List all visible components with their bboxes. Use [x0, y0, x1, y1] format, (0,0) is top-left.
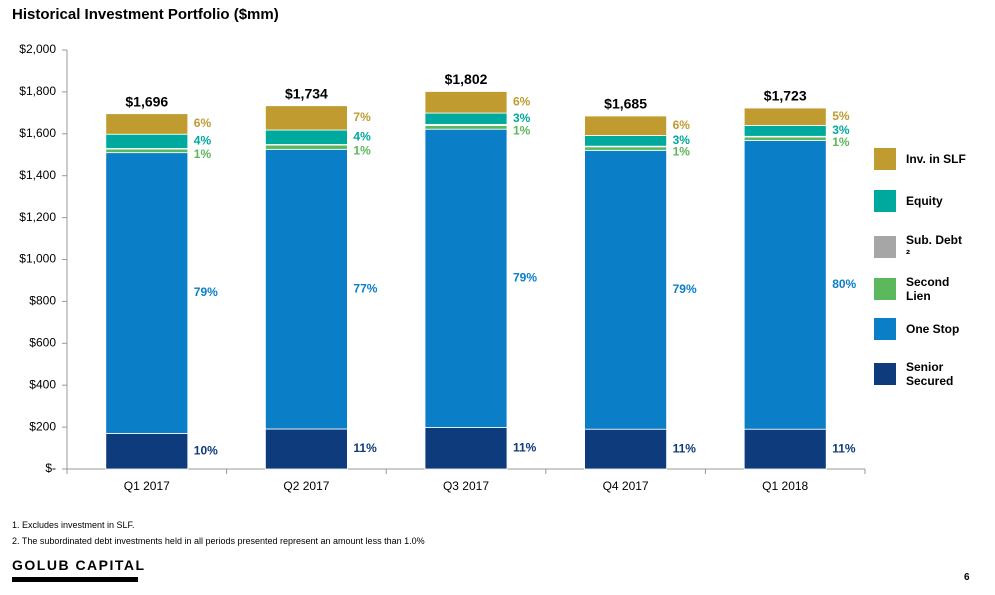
bar-segment	[424, 112, 508, 125]
value-label: 7%	[353, 110, 371, 124]
bar-segment	[584, 135, 667, 147]
footnote: 2. The subordinated debt investments hel…	[12, 536, 425, 546]
value-label: 1%	[673, 145, 691, 159]
bar-segment	[743, 125, 827, 137]
bar-segment	[743, 140, 827, 430]
x-tick-label: Q1 2017	[124, 479, 170, 493]
value-label: 3%	[673, 133, 691, 147]
value-label: 79%	[194, 285, 218, 299]
y-tick-label: $1,000	[19, 252, 56, 266]
legend-item: Second Lien	[874, 275, 968, 303]
y-tick-label: $800	[29, 294, 56, 308]
bar-segment	[584, 428, 667, 470]
value-label: 79%	[673, 282, 697, 296]
bar-segment	[584, 149, 667, 430]
legend-label: Second Lien	[906, 275, 950, 304]
legend-swatch	[874, 317, 896, 340]
bar-segment	[105, 152, 189, 434]
y-tick-label: $1,600	[19, 126, 56, 140]
bar-segment	[424, 427, 508, 470]
bar-segment	[264, 105, 348, 131]
legend-label: Equity	[906, 194, 943, 209]
y-tick-label: $2,000	[19, 42, 56, 56]
footnotes: 1. Excludes investment in SLF. 2. The su…	[12, 517, 425, 549]
bar-segment	[424, 91, 508, 114]
legend-item: Sub. Debt ²	[874, 233, 968, 261]
value-label: 79%	[513, 271, 537, 285]
bar-segment	[105, 432, 189, 470]
x-tick-label: Q1 2018	[762, 479, 808, 493]
value-label: 11%	[673, 441, 697, 455]
value-label: 11%	[513, 440, 537, 454]
x-tick-label: Q2 2017	[283, 479, 329, 493]
y-tick-label: $400	[29, 377, 56, 391]
y-tick-label: $1,200	[19, 210, 56, 224]
value-label: 11%	[353, 441, 377, 455]
brand-bar	[12, 577, 138, 582]
chart-title: Historical Investment Portfolio ($mm)	[12, 6, 279, 23]
value-label: 10%	[194, 443, 218, 457]
bar-segment	[584, 146, 667, 151]
bar-segment	[424, 125, 508, 130]
value-label: 1%	[832, 135, 850, 149]
total-label: $1,685	[604, 96, 647, 112]
legend-item: Inv. in SLF	[874, 148, 968, 170]
value-label: 6%	[513, 94, 531, 108]
value-label: 6%	[673, 118, 691, 132]
y-tick-label: $200	[29, 419, 56, 433]
value-label: 3%	[513, 111, 531, 125]
y-tick-label: $1,800	[19, 84, 56, 98]
value-label: 4%	[194, 134, 212, 148]
value-label: 1%	[513, 123, 531, 137]
bar-segment	[264, 144, 348, 150]
bar-segment	[264, 129, 348, 145]
y-tick-label: $-	[45, 461, 56, 475]
bar-segment	[424, 128, 508, 428]
legend-swatch	[874, 148, 896, 170]
value-label: 4%	[353, 129, 371, 143]
x-tick-label: Q4 2017	[603, 479, 649, 493]
total-label: $1,696	[125, 93, 168, 109]
legend-item: One Stop	[874, 317, 968, 340]
legend-label: One Stop	[906, 321, 960, 336]
bar-segment	[584, 115, 667, 136]
bar-segment	[264, 428, 348, 470]
legend-label: Inv. in SLF	[906, 152, 966, 166]
value-label: 5%	[832, 109, 850, 123]
y-tick-label: $600	[29, 335, 56, 349]
value-label: 11%	[832, 441, 856, 455]
value-label: 77%	[353, 281, 377, 295]
legend-swatch	[874, 235, 896, 258]
legend-swatch	[874, 190, 896, 213]
bar-segment	[743, 428, 827, 470]
total-label: $1,802	[445, 71, 488, 87]
legend-item: Equity	[874, 190, 968, 213]
legend-swatch	[874, 278, 896, 301]
legend-item: Senior Secured	[874, 360, 968, 388]
bar-segment	[743, 136, 827, 141]
value-label: 6%	[194, 116, 212, 130]
value-label: 1%	[194, 147, 212, 161]
y-tick-label: $1,400	[19, 168, 56, 182]
legend-swatch	[874, 363, 896, 385]
bar-segment	[743, 107, 827, 126]
brand: GOLUB CAPITAL	[12, 557, 146, 573]
footnote: 1. Excludes investment in SLF.	[12, 520, 135, 530]
legend-label: Sub. Debt ²	[906, 232, 962, 261]
page-number: 6	[964, 572, 970, 583]
value-label: 3%	[832, 123, 850, 137]
value-label: 1%	[353, 143, 371, 157]
total-label: $1,734	[285, 85, 328, 101]
chart: $- $200 $400 $600 $800 $1,000 $1,200 $1,400 $1,6…	[19, 42, 866, 493]
bar-segment	[105, 133, 189, 149]
legend-label: Senior Secured	[906, 360, 954, 388]
bar-segment	[105, 148, 189, 154]
total-label: $1,723	[764, 88, 807, 104]
x-tick-label: Q3 2017	[443, 479, 489, 493]
bar-segment	[264, 148, 348, 430]
bar-segment	[105, 113, 189, 135]
value-label: 80%	[832, 277, 856, 291]
